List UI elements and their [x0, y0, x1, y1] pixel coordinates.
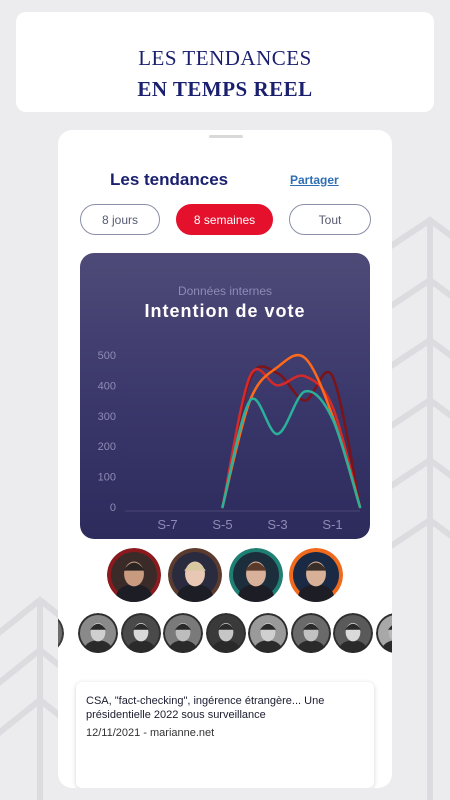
- series-line-2: [221, 367, 362, 509]
- vote-intention-chart: 0 100 200 300 400 500 S-7 S-5 S-3 S-1: [98, 350, 362, 532]
- y-tick-label: 0: [110, 502, 116, 514]
- y-tick-label: 200: [98, 441, 116, 453]
- avatar-candidate-1[interactable]: [107, 548, 161, 602]
- x-tick-label: S-5: [212, 517, 232, 532]
- filter-8-semaines[interactable]: 8 semaines: [176, 204, 273, 235]
- avatar-other-7[interactable]: [333, 613, 373, 653]
- avatar-candidate-4[interactable]: [289, 548, 343, 602]
- x-tick-label: S-3: [267, 517, 287, 532]
- y-tick-label: 100: [98, 472, 116, 484]
- candidate-portrait-icon: [120, 613, 161, 653]
- x-tick-label: S-7: [157, 517, 177, 532]
- avatar-candidate-2[interactable]: [168, 548, 222, 602]
- candidate-portrait-icon: [78, 613, 118, 653]
- chart-panel: Données internes Intention de vote 0 100 2…: [80, 253, 370, 539]
- avatar-other-2[interactable]: [120, 613, 161, 653]
- filter-8-jours[interactable]: 8 jours: [80, 204, 160, 235]
- filter-tout[interactable]: Tout: [289, 204, 371, 235]
- candidate-portrait-icon: [333, 613, 373, 653]
- banner-title-line1: LES TENDANCES: [138, 46, 312, 70]
- candidate-portrait-icon: [289, 548, 343, 602]
- candidate-portrait-icon: [290, 613, 331, 653]
- candidate-portrait-icon: [248, 613, 288, 653]
- avatar-other-1[interactable]: [78, 613, 118, 653]
- candidate-portrait-icon: [229, 548, 283, 602]
- avatar-other-8[interactable]: [375, 613, 392, 653]
- avatar-candidate-3[interactable]: [229, 548, 283, 602]
- news-card[interactable]: CSA, "fact-checking", ingérence étrangèr…: [76, 682, 374, 788]
- chart-subtitle: Données internes: [177, 284, 273, 298]
- avatar-other-5[interactable]: [248, 613, 288, 653]
- candidate-portrait-icon: [163, 613, 203, 653]
- x-tick-label: S-1: [322, 517, 342, 532]
- avatar-other-4[interactable]: [205, 613, 246, 653]
- candidate-portrait-icon: [168, 548, 222, 602]
- phone-notch: [209, 135, 243, 138]
- phone-screen: Les tendances Partager 8 jours 8 semaine…: [58, 130, 392, 788]
- y-tick-label: 500: [98, 350, 116, 362]
- chart-title: Intention de vote: [144, 301, 306, 321]
- share-link[interactable]: Partager: [290, 173, 339, 187]
- candidate-portrait-icon: [375, 613, 392, 653]
- candidate-portrait-icon: [205, 613, 246, 653]
- banner-card: LES TENDANCES EN TEMPS REEL: [16, 12, 434, 112]
- y-tick-label: 400: [98, 380, 116, 392]
- avatar-other-cropped[interactable]: [58, 612, 64, 654]
- y-tick-label: 300: [98, 411, 116, 423]
- candidate-portrait-icon: [107, 548, 161, 602]
- news-title: CSA, "fact-checking", ingérence étrangèr…: [86, 695, 325, 721]
- section-title: Les tendances: [110, 170, 229, 189]
- avatar-other-3[interactable]: [163, 613, 203, 653]
- news-meta: 12/11/2021 - marianne.net: [86, 727, 215, 739]
- banner-title-line2: EN TEMPS REEL: [137, 77, 313, 101]
- series-line-4: [221, 389, 362, 509]
- avatar-other-6[interactable]: [290, 613, 331, 653]
